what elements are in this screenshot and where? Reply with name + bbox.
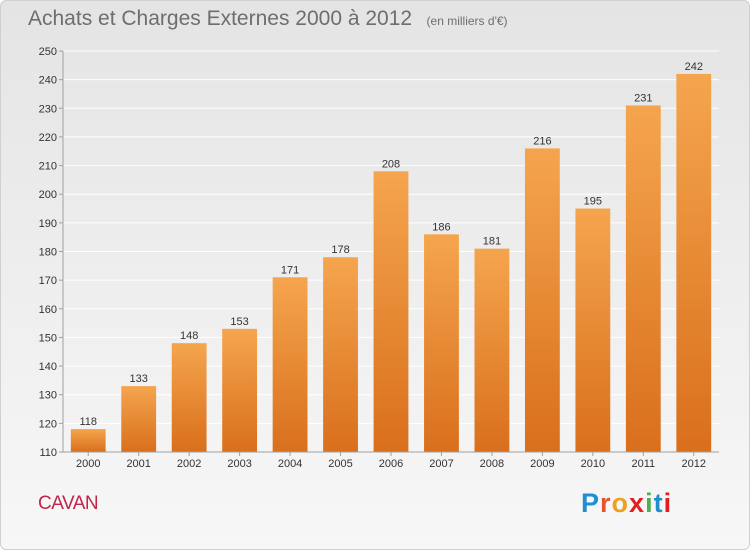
bar-value-label: 208 xyxy=(382,158,400,170)
y-tick-label: 240 xyxy=(39,75,57,87)
y-tick-label: 140 xyxy=(39,361,57,373)
bar-2003 xyxy=(222,328,258,452)
y-tick-label: 210 xyxy=(39,161,57,173)
y-tick-label: 160 xyxy=(39,304,57,316)
bar-2002 xyxy=(171,343,207,452)
x-tick-label: 2000 xyxy=(76,458,100,470)
y-tick-label: 250 xyxy=(39,46,57,58)
x-tick-label: 2012 xyxy=(682,458,706,470)
x-tick-label: 2007 xyxy=(429,458,453,470)
y-tick-label: 110 xyxy=(39,447,57,459)
bar-value-label: 216 xyxy=(533,135,551,147)
y-tick-label: 120 xyxy=(39,418,57,430)
proxiti-logo[interactable]: Proxiti xyxy=(581,488,672,519)
bar-value-label: 178 xyxy=(331,244,349,256)
logo-letter: i xyxy=(645,488,654,518)
bar-2008 xyxy=(474,248,510,452)
title-unit: (en milliers d'€) xyxy=(426,14,508,28)
bar-2000 xyxy=(70,429,106,452)
bar-value-label: 148 xyxy=(180,330,198,342)
bar-value-label: 231 xyxy=(634,92,652,104)
bar-value-label: 242 xyxy=(685,61,703,73)
y-tick-label: 170 xyxy=(39,275,57,287)
bar-value-label: 186 xyxy=(432,221,450,233)
bar-2009 xyxy=(524,148,560,452)
x-tick-label: 2001 xyxy=(126,458,150,470)
x-tick-label: 2009 xyxy=(530,458,554,470)
y-tick-label: 220 xyxy=(39,132,57,144)
bar-2001 xyxy=(121,386,157,452)
logo-letter: P xyxy=(581,488,601,518)
y-tick-label: 190 xyxy=(39,218,57,230)
bar-value-label: 181 xyxy=(483,236,501,248)
bar-value-label: 195 xyxy=(584,196,602,208)
logo-letter: i xyxy=(663,488,673,518)
logo-letter: r xyxy=(600,488,612,518)
x-tick-label: 2005 xyxy=(328,458,352,470)
bars: 118 133 148 153 171 178 208 186 181 216 195 231 242 xyxy=(70,61,712,453)
title-text: Achats et Charges Externes 2000 à 2012 xyxy=(28,7,413,30)
x-tick-label: 2011 xyxy=(631,458,655,470)
x-tick-label: 2004 xyxy=(278,458,302,470)
bar-2007 xyxy=(424,234,459,452)
y-tick-label: 150 xyxy=(39,332,57,344)
y-tick-label: 230 xyxy=(39,103,57,115)
bar-2011 xyxy=(625,105,661,453)
x-tick-label: 2002 xyxy=(177,458,201,470)
x-tick-label: 2006 xyxy=(379,458,403,470)
x-tick-label: 2003 xyxy=(227,458,251,470)
x-tick-label: 2008 xyxy=(480,458,504,470)
bar-value-label: 171 xyxy=(281,264,299,276)
town-name: CAVAN xyxy=(38,493,99,514)
bar-value-label: 133 xyxy=(130,373,148,385)
logo-letter: t xyxy=(653,488,664,518)
bar-2006 xyxy=(373,171,409,453)
bar-2004 xyxy=(272,277,308,452)
bar-value-label: 118 xyxy=(79,416,97,428)
y-tick-label: 180 xyxy=(39,247,57,259)
chart-title: Achats et Charges Externes 2000 à 2012 (… xyxy=(28,7,508,31)
bar-value-label: 153 xyxy=(230,316,248,328)
logo-letter: o xyxy=(611,488,630,518)
bar-2010 xyxy=(575,208,611,452)
logo-letter: x xyxy=(629,488,646,518)
y-tick-label: 200 xyxy=(39,189,57,201)
x-tick-label: 2010 xyxy=(581,458,605,470)
axes: 110 120 130 140 150 160 170 180 190 200 210 220 230 2… xyxy=(39,46,719,470)
bar-2012 xyxy=(676,73,712,453)
bar-2005 xyxy=(323,257,358,452)
y-tick-label: 130 xyxy=(39,390,57,402)
